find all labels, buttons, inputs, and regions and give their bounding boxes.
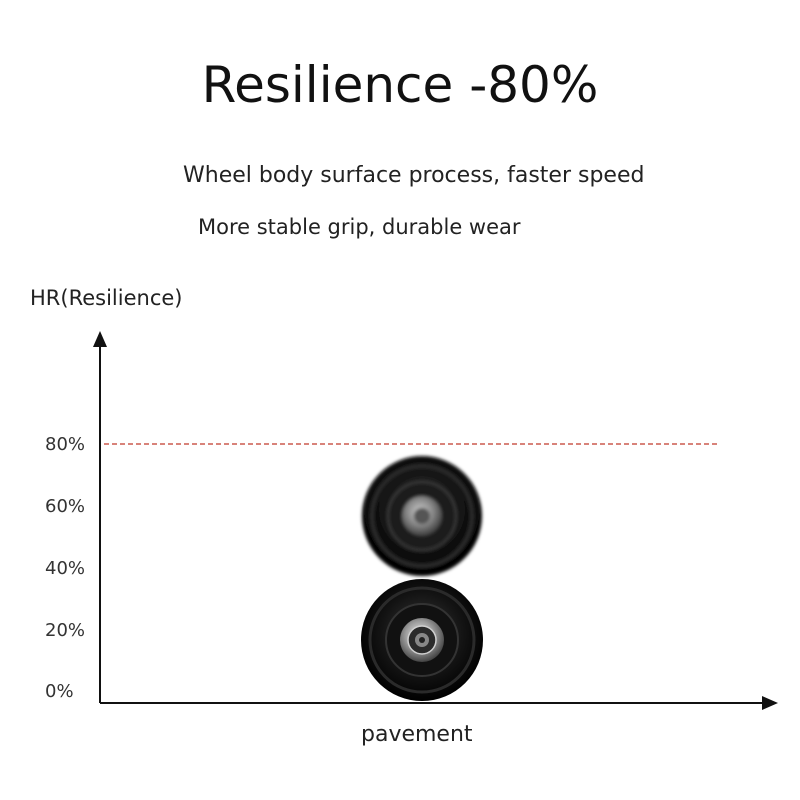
x-axis-arrow-icon	[762, 696, 778, 710]
subtitle-speed: Wheel body surface process, faster speed	[183, 163, 645, 188]
ground-wheel-icon	[361, 579, 483, 701]
tick-label-20: 20%	[45, 620, 85, 641]
tick-label-80: 80%	[45, 434, 85, 455]
tick-label-40: 40%	[45, 558, 85, 579]
y-axis-label: HR(Resilience)	[30, 286, 183, 310]
subtitle-grip: More stable grip, durable wear	[198, 215, 521, 239]
bouncing-wheel-icon	[362, 456, 482, 576]
tick-label-0: 0%	[45, 681, 74, 702]
tick-label-60: 60%	[45, 496, 85, 517]
x-axis-label: pavement	[361, 722, 473, 747]
page-title: Resilience -80%	[201, 56, 599, 114]
y-axis-arrow-icon	[93, 331, 107, 347]
